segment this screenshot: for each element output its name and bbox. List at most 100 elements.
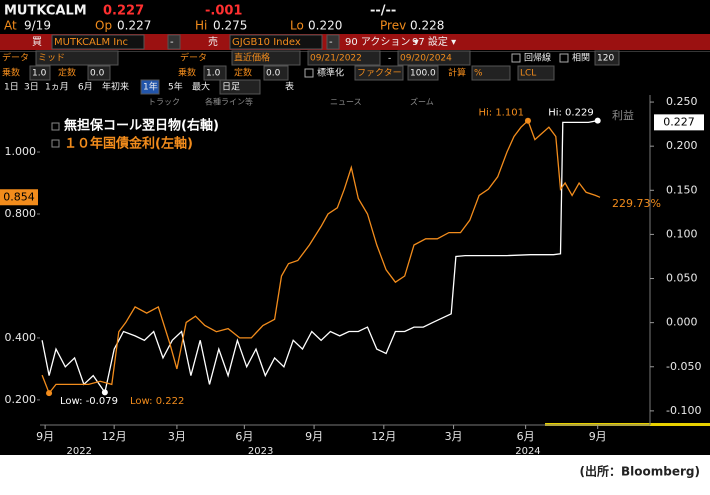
header-text[interactable]: LCL [520,69,536,79]
x-tick-label: 9月 [36,430,54,443]
header-text[interactable]: 09/21/2022 [310,54,362,64]
input-box[interactable] [407,65,439,81]
checkbox[interactable] [304,68,314,78]
header-text[interactable]: 3日 [24,82,39,93]
input-box[interactable] [219,79,261,95]
checkbox[interactable] [511,53,521,63]
input-box[interactable] [229,34,323,50]
y2-tick-label: 0.100 [666,227,698,240]
header-text[interactable]: 100.0 [410,69,436,79]
last-value: 0.854 [3,190,35,203]
header-text[interactable]: ミッド [38,54,65,64]
chart-tool[interactable]: ズーム [410,97,434,107]
header-text[interactable]: 1年 [143,81,158,93]
header-text: 9/19 [24,19,51,33]
header-text[interactable]: MUTKCALM Inc [54,37,128,48]
header-text[interactable]: 年初来 [102,81,129,93]
source: (出所：Bloomberg) [580,464,700,479]
y-tick-label: 0.800 [5,207,37,220]
header-text: データ [2,52,29,64]
header-text: Lo [290,19,304,33]
header-text[interactable]: 0.0 [90,69,105,79]
input-box[interactable] [35,50,119,66]
x-tick-label: 12月 [102,430,127,443]
series-line [41,119,601,394]
header-text[interactable]: 120 [597,54,614,64]
header-text[interactable]: 09/20/2024 [400,54,452,64]
y2-tick-label: 0.150 [666,183,698,196]
header-text[interactable]: 直近価格 [234,52,270,64]
header-text: 0.228 [410,19,444,33]
header-text[interactable]: 日足 [222,82,240,93]
header-text: 買 [32,36,42,48]
checkbox[interactable] [559,53,569,63]
header-text[interactable]: % [474,69,483,79]
x-group-label: 2024 [515,446,540,457]
x-tick-label: 6月 [517,430,535,443]
input-box[interactable] [167,34,181,50]
header-text: Hi [195,19,207,33]
header-text: 0.275 [213,19,247,33]
input-box[interactable] [203,65,227,81]
input-box[interactable] [397,50,471,66]
y2-tick-label: 0.050 [666,272,698,285]
header-text[interactable]: 6月 [78,82,93,93]
legend-label: １０年国債金利(左軸) [64,136,193,152]
header-text: 90 アクション ▾ [345,36,419,48]
header-text: 97 設定 ▾ [412,35,456,48]
annotation: 229.73% [612,197,661,210]
header-text: 定数 [58,67,76,79]
legend-label: 無担保コール翌日物(右軸) [64,118,219,134]
y2-tick-label: 0.250 [666,95,698,108]
input-box[interactable] [326,34,340,50]
input-box[interactable] [140,79,160,95]
header-text[interactable]: 5年 [168,81,183,93]
input-box[interactable] [354,65,404,81]
extreme-label: Low: -0.079 [60,396,118,407]
input-box[interactable] [517,65,555,81]
input-box[interactable] [594,50,620,66]
header-text: データ [180,52,207,64]
header-text[interactable]: 1ヵ月 [45,82,69,93]
header-text: 標準化 [317,67,344,79]
input-box[interactable] [29,65,51,81]
header-text: 0.227 [117,19,151,33]
header-text: Prev [380,19,406,33]
header-text: Op [95,19,112,33]
series-line [41,119,601,395]
header-text[interactable]: 1.0 [206,69,221,79]
header-text[interactable]: - [170,37,174,48]
header-text[interactable]: 表 [285,81,294,93]
input-box[interactable] [87,65,111,81]
header-text: 乗数 [178,67,196,79]
legend-toggle[interactable] [51,122,60,131]
last-value-box [654,114,704,131]
y2-tick-label: 0.000 [666,316,698,329]
x-tick-label: 6月 [235,430,253,443]
header-text: - [388,54,391,64]
input-box[interactable] [471,65,511,81]
chart-tool[interactable]: 各種ライン等 [205,97,253,107]
chart-tool[interactable]: ニュース [330,98,362,107]
header-text[interactable]: ファクター [357,68,402,79]
input-box[interactable] [307,50,381,66]
input-box[interactable] [231,50,301,66]
input-box[interactable] [263,65,289,81]
input-box[interactable] [51,34,145,50]
header-text[interactable]: 1.0 [32,69,47,79]
header-text[interactable]: 0.0 [266,69,281,79]
header-text: 0.227 [103,4,144,19]
legend-toggle[interactable] [51,139,60,148]
header-text[interactable]: GJGB10 Index [232,37,301,48]
header-text: 定数 [234,67,252,79]
y2-tick-label: -0.050 [666,360,701,373]
header-text[interactable]: - [329,37,333,48]
chart-tool[interactable]: トラック [148,98,180,107]
header-text[interactable]: 最大 [192,81,210,93]
extreme-dot [101,389,108,396]
header-text[interactable]: 1日 [4,82,19,93]
x-tick-label: 12月 [371,430,396,443]
x-group-label: 2022 [67,446,92,457]
x-group-label: 2023 [248,446,273,457]
